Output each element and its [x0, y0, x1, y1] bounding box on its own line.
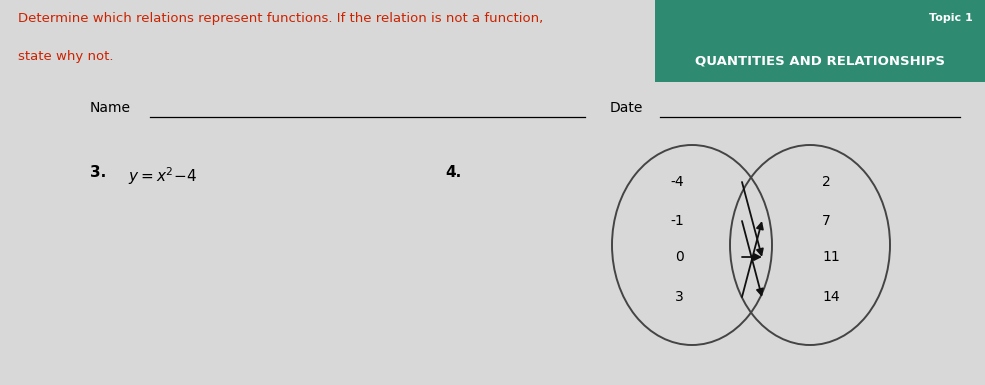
Text: 4.: 4. — [445, 165, 461, 180]
Text: state why not.: state why not. — [18, 50, 113, 63]
Text: 2: 2 — [822, 175, 830, 189]
Text: Date: Date — [610, 101, 643, 115]
Text: 11: 11 — [822, 250, 840, 264]
Text: -4: -4 — [671, 175, 684, 189]
Text: Topic 1: Topic 1 — [929, 13, 973, 23]
Text: 7: 7 — [822, 214, 830, 228]
Text: $y = x^2\!-\!4$: $y = x^2\!-\!4$ — [128, 165, 198, 187]
Text: 0: 0 — [676, 250, 684, 264]
Text: 3: 3 — [676, 290, 684, 304]
Text: 3.: 3. — [90, 165, 106, 180]
Text: Name: Name — [90, 101, 131, 115]
Text: 14: 14 — [822, 290, 839, 304]
Text: QUANTITIES AND RELATIONSHIPS: QUANTITIES AND RELATIONSHIPS — [695, 54, 945, 67]
FancyBboxPatch shape — [655, 0, 985, 82]
Text: -1: -1 — [670, 214, 684, 228]
Text: Determine which relations represent functions. If the relation is not a function: Determine which relations represent func… — [18, 12, 544, 25]
